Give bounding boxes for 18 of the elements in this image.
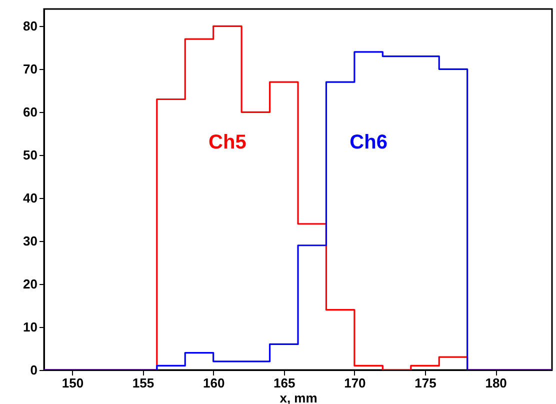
y-tick-label: 40 bbox=[23, 190, 38, 206]
y-tick-label: 80 bbox=[23, 18, 38, 34]
y-tick-label: 10 bbox=[23, 320, 38, 335]
y-tick-label: 60 bbox=[23, 104, 38, 120]
x-tick-label: 165 bbox=[274, 376, 296, 390]
x-tick-label: 160 bbox=[202, 376, 225, 390]
x-tick-label: 170 bbox=[344, 376, 366, 390]
y-tick-label: 30 bbox=[23, 234, 38, 249]
x-tick-label: 175 bbox=[414, 376, 436, 390]
y-tick-label: 0 bbox=[30, 362, 38, 378]
series-label: Ch6 bbox=[350, 132, 388, 154]
x-tick-label: 150 bbox=[62, 376, 84, 390]
y-tick-label: 20 bbox=[23, 276, 38, 292]
x-tick-label: 155 bbox=[132, 376, 154, 390]
y-tick-label: 50 bbox=[23, 148, 38, 163]
series-label: Ch5 bbox=[208, 132, 246, 154]
x-tick-label: 180 bbox=[485, 376, 507, 390]
y-tick-label: 70 bbox=[23, 62, 38, 77]
